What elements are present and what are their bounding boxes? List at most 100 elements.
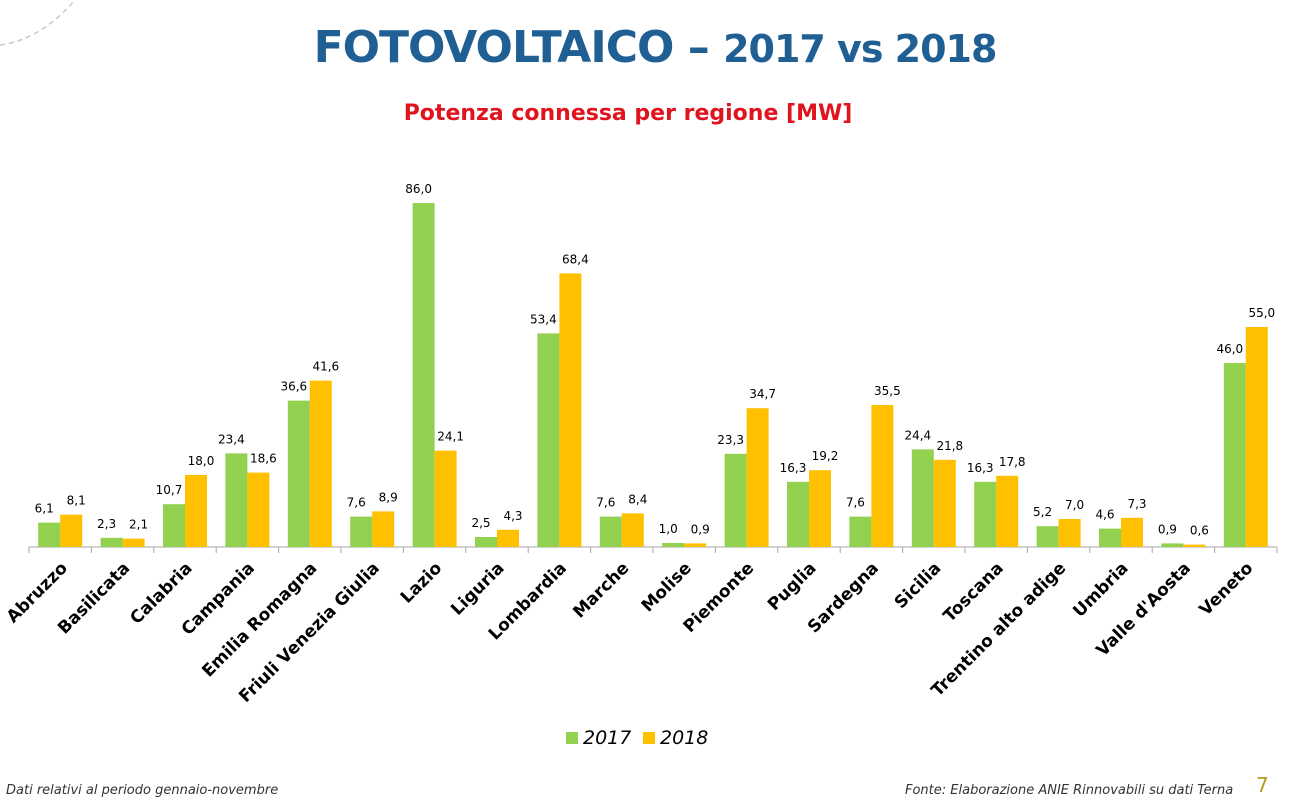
- x-tick-label-emilia-romagna: Emilia Romagna: [198, 558, 321, 681]
- bar-series-2017-trentino-alto-adige: [1036, 526, 1059, 547]
- bar-series-2018-marche: [621, 513, 644, 547]
- bar-series-2017-lombardia: [537, 333, 560, 547]
- bar-series-2017-piemonte: [724, 453, 747, 547]
- data-label-series-2017-lazio: 86,0: [405, 182, 432, 196]
- data-label-series-2018-abruzzo: 8,1: [67, 494, 86, 508]
- bar-series-2018-umbria: [1121, 517, 1143, 547]
- data-label-series-2018-sicilia: 21,8: [936, 439, 963, 453]
- bar-series-2017-toscana: [974, 481, 997, 547]
- data-label-series-2018-emilia-romagna: 41,6: [312, 360, 339, 374]
- data-label-series-2018-molise: 0,9: [691, 522, 710, 536]
- slide-title-years: 2017 vs 2018: [723, 27, 997, 71]
- bar-series-2017-abruzzo: [38, 522, 61, 547]
- data-label-series-2018-sardegna: 35,5: [874, 384, 901, 398]
- data-label-series-2017-marche: 7,6: [596, 496, 615, 510]
- data-label-series-2018-campania: 18,6: [250, 452, 277, 466]
- data-label-series-2018-valle-d-aosta: 0,6: [1190, 524, 1209, 538]
- x-tick-label-puglia: Puglia: [764, 558, 820, 614]
- data-label-series-2017-sardegna: 7,6: [846, 496, 865, 510]
- legend-swatch-2017: [566, 732, 578, 744]
- data-label-series-2018-lombardia: 68,4: [562, 252, 589, 266]
- slide-title-main: FOTOVOLTAICO –: [313, 22, 710, 73]
- data-label-series-2017-friuli-venezia-giulia: 7,6: [347, 496, 366, 510]
- bar-series-2018-toscana: [996, 475, 1019, 547]
- footer-note: Dati relativi al periodo gennaio-novembr…: [6, 783, 279, 798]
- bar-series-2018-lombardia: [559, 273, 582, 547]
- data-label-series-2018-trentino-alto-adige: 7,0: [1065, 498, 1084, 512]
- data-label-series-2018-calabria: 18,0: [188, 454, 215, 468]
- data-label-series-2017-puglia: 16,3: [780, 461, 807, 475]
- data-label-series-2017-veneto: 46,0: [1216, 342, 1243, 356]
- bar-series-2017-sicilia: [911, 449, 934, 547]
- data-label-series-2017-valle-d-aosta: 0,9: [1158, 522, 1177, 536]
- x-tick-label-veneto: Veneto: [1196, 558, 1258, 620]
- bar-series-2018-veneto: [1245, 327, 1268, 547]
- data-label-series-2018-basilicata: 2,1: [129, 518, 148, 532]
- bar-series-2018-valle-d-aosta: [1183, 544, 1206, 547]
- bar-series-2017-campania: [225, 453, 248, 547]
- bar-series-2018-basilicata: [122, 538, 145, 547]
- data-label-series-2018-liguria: 4,3: [503, 509, 522, 523]
- bar-series-2017-liguria: [475, 537, 497, 547]
- data-label-series-2018-friuli-venezia-giulia: 8,9: [379, 490, 398, 504]
- data-label-series-2018-marche: 8,4: [628, 492, 647, 506]
- bar-series-2017-marche: [599, 516, 622, 547]
- data-label-series-2017-abruzzo: 6,1: [35, 502, 54, 516]
- bar-series-2018-emilia-romagna: [309, 380, 332, 547]
- bar-series-2017-molise: [662, 543, 685, 547]
- bar-series-2017-sardegna: [849, 516, 872, 547]
- x-tick-label-umbria: Umbria: [1069, 558, 1132, 621]
- x-tick-label-sicilia: Sicilia: [891, 558, 946, 613]
- data-label-series-2017-lombardia: 53,4: [530, 312, 557, 326]
- bar-series-2018-liguria: [497, 529, 519, 547]
- bar-series-2017-lazio: [412, 203, 435, 547]
- x-tick-label-liguria: Liguria: [447, 558, 508, 619]
- data-label-series-2017-liguria: 2,5: [471, 516, 490, 530]
- data-label-series-2017-sicilia: 24,4: [904, 428, 931, 442]
- bar-series-2018-puglia: [809, 470, 831, 547]
- data-label-series-2018-umbria: 7,3: [1127, 497, 1146, 511]
- x-tick-label-marche: Marche: [569, 558, 633, 622]
- legend-label-2018: 2018: [660, 727, 708, 749]
- bar-series-2017-valle-d-aosta: [1161, 543, 1184, 547]
- bar-series-2018-campania: [247, 472, 270, 547]
- footer-source: Fonte: Elaborazione ANIE Rinnovabili su …: [905, 783, 1234, 798]
- bar-series-2017-umbria: [1099, 528, 1121, 547]
- bar-series-2018-sicilia: [933, 459, 956, 547]
- data-label-series-2018-lazio: 24,1: [437, 430, 464, 444]
- data-label-series-2017-molise: 1,0: [659, 522, 678, 536]
- page-number: 7: [1256, 773, 1269, 797]
- bar-series-2018-trentino-alto-adige: [1058, 519, 1081, 547]
- bar-series-2018-piemonte: [746, 408, 769, 547]
- data-label-series-2017-trentino-alto-adige: 5,2: [1033, 505, 1052, 519]
- x-tick-label-molise: Molise: [638, 558, 696, 616]
- legend-label-2017: 2017: [583, 727, 631, 749]
- bar-series-2017-friuli-venezia-giulia: [350, 516, 373, 547]
- slide-title: FOTOVOLTAICO – 2017 vs 2018: [0, 22, 1296, 73]
- data-label-series-2017-campania: 23,4: [218, 432, 245, 446]
- data-label-series-2017-calabria: 10,7: [156, 483, 183, 497]
- data-label-series-2017-umbria: 4,6: [1095, 508, 1114, 522]
- x-tick-label-lazio: Lazio: [397, 558, 446, 607]
- data-label-series-2018-puglia: 19,2: [812, 449, 839, 463]
- bar-series-2018-friuli-venezia-giulia: [372, 511, 395, 547]
- legend-swatch-2018: [643, 732, 655, 744]
- bar-series-2018-lazio: [434, 450, 457, 547]
- data-label-series-2017-toscana: 16,3: [967, 461, 994, 475]
- bar-series-2018-calabria: [185, 475, 207, 547]
- bar-series-2017-puglia: [787, 481, 809, 547]
- bar-series-2018-molise: [684, 543, 707, 547]
- bar-series-2017-calabria: [163, 504, 185, 547]
- bar-series-2017-basilicata: [100, 537, 123, 547]
- bar-series-2017-emilia-romagna: [287, 400, 310, 547]
- data-label-series-2018-toscana: 17,8: [999, 455, 1026, 469]
- data-label-series-2017-emilia-romagna: 36,6: [280, 380, 307, 394]
- chart-subtitle: Potenza connessa per regione [MW]: [403, 101, 853, 126]
- bar-series-2018-abruzzo: [60, 514, 83, 547]
- data-label-series-2017-piemonte: 23,3: [717, 433, 744, 447]
- data-label-series-2018-piemonte: 34,7: [749, 387, 776, 401]
- data-label-series-2018-veneto: 55,0: [1248, 306, 1275, 320]
- bar-series-2017-veneto: [1223, 363, 1246, 547]
- bar-series-2018-sardegna: [871, 405, 894, 547]
